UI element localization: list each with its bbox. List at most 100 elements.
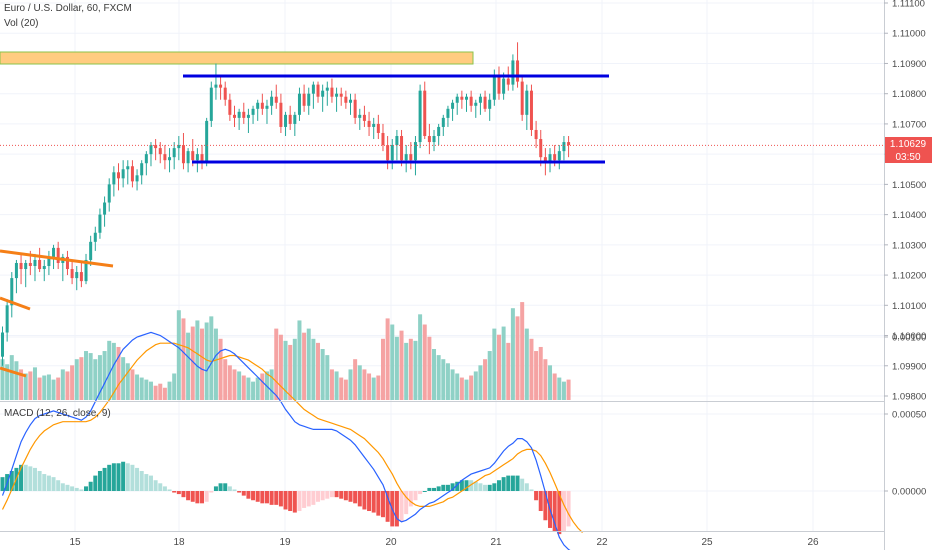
macd-histogram-bar (162, 486, 167, 491)
macd-histogram-bar (404, 491, 409, 515)
volume-bar (51, 379, 56, 400)
macd-histogram-bar (339, 491, 344, 499)
macd-histogram-bar (65, 484, 70, 491)
macd-histogram-bar (552, 491, 557, 532)
macd-histogram-bar (172, 491, 177, 493)
volume-bar (450, 369, 455, 400)
candle-body (195, 154, 199, 161)
candle-body (553, 154, 557, 161)
macd-histogram-bar (529, 489, 534, 491)
macd-signal-line (1, 342, 583, 534)
volume-bar (195, 320, 200, 400)
trendline-lower[interactable] (0, 366, 27, 378)
candle-body (186, 151, 190, 164)
volume-bar (283, 340, 288, 400)
macd-histogram-bar (79, 489, 84, 491)
macd-histogram-bar (176, 491, 181, 495)
candle-body (233, 114, 236, 118)
volume-bar (394, 336, 399, 400)
volume-bar (232, 369, 237, 400)
macd-histogram-bar (538, 491, 543, 512)
volume-bar (200, 328, 205, 400)
candle-body (367, 120, 371, 127)
candle-body (404, 154, 408, 161)
volume-bar (107, 340, 112, 400)
current-price-badge: 1.10629 03:50 (885, 137, 932, 163)
volume-bar (288, 344, 293, 400)
volume-bar (367, 373, 372, 400)
trendline-middle[interactable] (0, 296, 31, 311)
macd-histogram-bar (0, 477, 5, 491)
volume-bar (144, 379, 149, 400)
macd-histogram-bar (292, 491, 297, 513)
volume-bar (464, 379, 469, 400)
time-axis[interactable]: 15 18 19 20 21 22 25 26 (69, 537, 819, 548)
candle-body (205, 120, 209, 164)
volume-bar (427, 336, 432, 400)
macd-histogram-bar (255, 491, 260, 502)
macd-histogram-bar (283, 491, 288, 510)
resistance-zone[interactable] (0, 51, 474, 65)
candle-body (237, 111, 241, 118)
candle-body (126, 166, 130, 170)
macd-histogram-bar (367, 491, 372, 512)
candle-body (10, 278, 14, 306)
candle-body (469, 96, 473, 106)
candle-body (432, 136, 436, 143)
macd-histogram-bar (223, 483, 228, 491)
volume-bar (320, 349, 325, 400)
trendline-upper[interactable] (0, 249, 114, 268)
candle-body (529, 90, 533, 130)
volume-bar (251, 381, 256, 400)
macd-panel (0, 331, 583, 554)
candle-body (362, 114, 366, 121)
candle-body (265, 105, 269, 109)
price-tick-label: 1.10500 (892, 180, 926, 191)
volume-bar (162, 387, 167, 400)
candle-body (358, 114, 362, 118)
volume-bar (353, 359, 358, 400)
volume-bar (348, 369, 353, 400)
macd-histogram-bar (186, 491, 191, 501)
macd-legend[interactable]: MACD (12, 26, close, 9) (4, 408, 115, 419)
candle-body (47, 256, 51, 267)
candle-body (390, 145, 394, 161)
volume-bar (418, 314, 423, 400)
macd-histogram-bar (102, 467, 107, 491)
macd-histogram-bar (246, 491, 251, 499)
candle-body (228, 99, 232, 115)
macd-histogram-bar (251, 491, 256, 501)
macd-histogram-bar (227, 486, 232, 491)
macd-histogram-bar (204, 491, 209, 502)
price-tick-label: 1.10300 (892, 240, 926, 251)
candle-body (297, 93, 301, 115)
macd-histogram-bar (42, 474, 47, 491)
candle-body (117, 172, 120, 179)
candle-body (33, 259, 37, 267)
volume-bar (172, 373, 177, 400)
volume-title: Vol (20) (4, 18, 39, 29)
symbol-legend[interactable]: Euro / U.S. Dollar, 60, FXCM (4, 3, 136, 14)
volume-bar (566, 379, 571, 400)
volume-bar (399, 330, 404, 400)
macd-histogram-bar (534, 491, 539, 501)
volume-bar (186, 332, 191, 400)
volume-bar (148, 381, 153, 400)
candle-body (140, 163, 144, 176)
candle-body (65, 256, 69, 270)
macd-histogram-bar (306, 491, 311, 507)
macd-histogram-bar (130, 464, 135, 491)
candle-body (441, 117, 445, 127)
macd-histogram-bar (436, 486, 441, 491)
candle-body (437, 126, 441, 137)
volume-bar (297, 320, 302, 400)
candle-body (400, 136, 404, 161)
macd-histogram-bar (288, 491, 293, 512)
volume-bar (278, 334, 283, 400)
volume-bar (543, 359, 548, 400)
volume-legend[interactable]: Vol (20) (4, 18, 42, 29)
macd-histogram-bar (483, 484, 488, 491)
volume-bar (42, 375, 47, 400)
